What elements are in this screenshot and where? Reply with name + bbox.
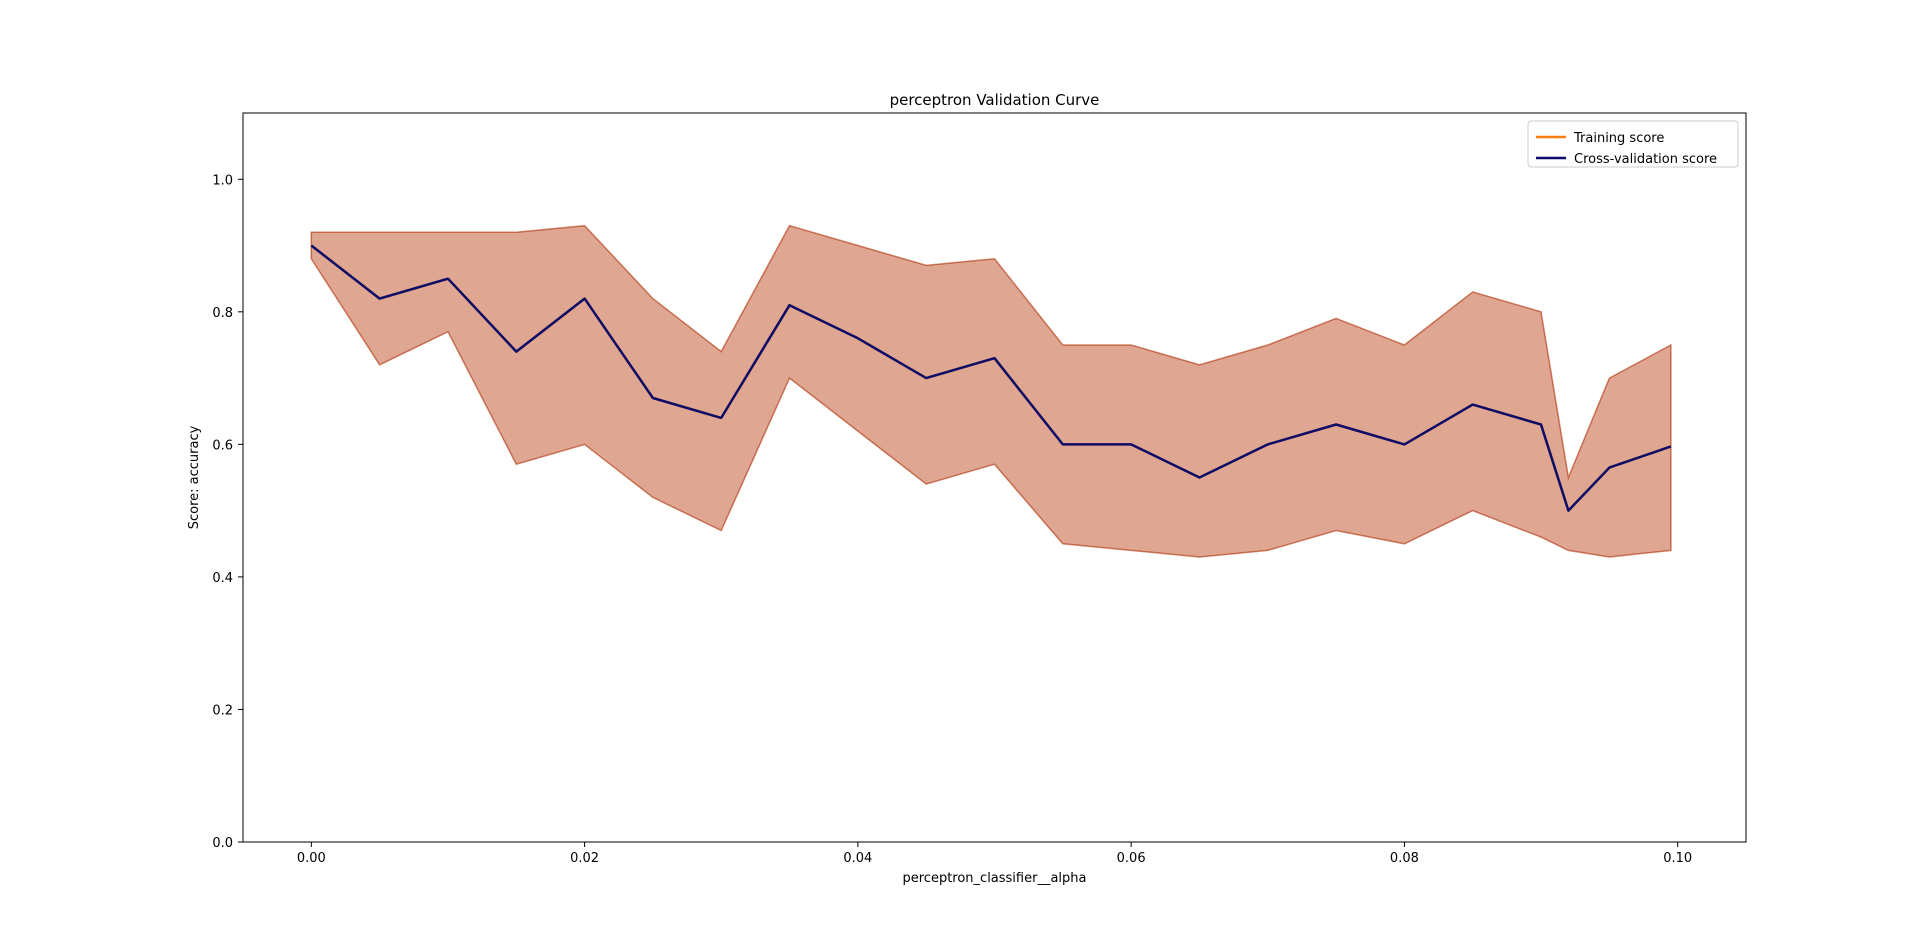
training-score-band	[310, 224, 1672, 558]
y-tick-label: 0.8	[212, 306, 233, 321]
chart-title: perceptron Validation Curve	[890, 91, 1100, 109]
y-tick-label: 0.6	[212, 438, 233, 453]
legend-label-cross-validation: Cross-validation score	[1574, 152, 1717, 167]
score-bands	[310, 224, 1672, 558]
x-tick-label: 0.02	[570, 851, 599, 866]
score-lines	[310, 244, 1672, 512]
legend-box	[1527, 120, 1739, 168]
y-axis: 0.0 0.2 0.4 0.6 0.8 1.0	[212, 173, 243, 851]
y-tick-label: 0.2	[212, 703, 233, 718]
x-tick-label: 0.08	[1390, 851, 1419, 866]
x-tick-label: 0.10	[1663, 851, 1692, 866]
x-tick-label: 0.04	[843, 851, 872, 866]
x-tick-label: 0.00	[297, 851, 326, 866]
y-tick-label: 0.0	[212, 836, 233, 851]
x-axis-label: perceptron_classifier__alpha	[902, 871, 1086, 886]
y-tick-label: 0.4	[212, 571, 233, 586]
y-tick-label: 1.0	[212, 173, 233, 188]
plot-area-frame	[242, 112, 1747, 843]
cross-validation-score-line	[310, 244, 1672, 512]
chart-legend: Training score Cross-validation score	[1527, 120, 1739, 168]
x-axis: 0.00 0.02 0.04 0.06 0.08 0.10	[297, 842, 1692, 866]
x-tick-label: 0.06	[1117, 851, 1146, 866]
legend-label-training: Training score	[1573, 131, 1664, 146]
y-axis-label: Score: accuracy	[187, 425, 202, 529]
cross-validation-score-band	[310, 224, 1672, 558]
